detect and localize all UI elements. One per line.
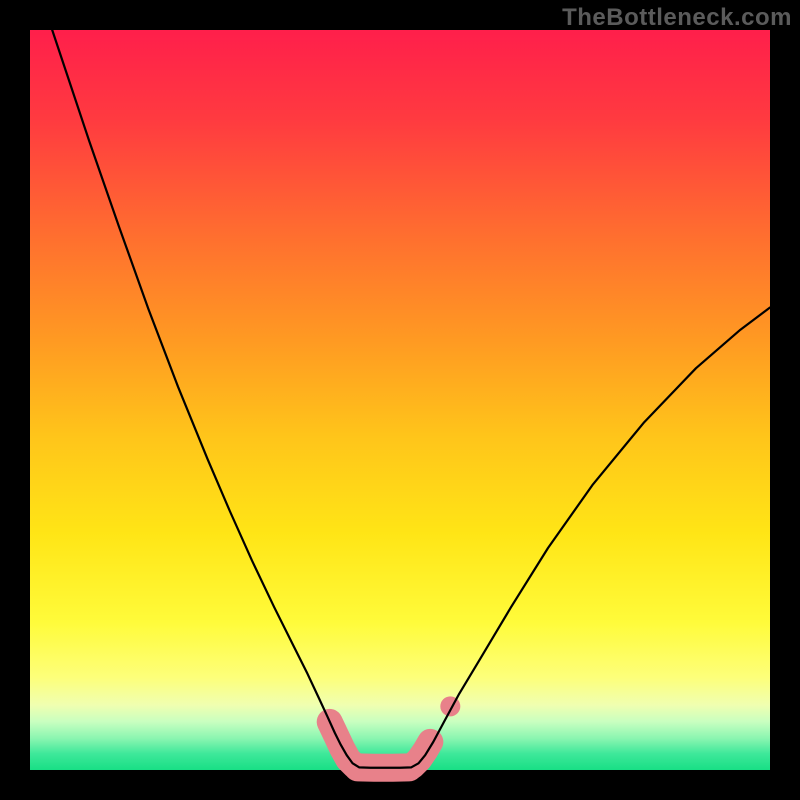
watermark-text: TheBottleneck.com xyxy=(562,4,792,32)
bottleneck-curve xyxy=(52,30,770,768)
plot-area xyxy=(30,30,770,770)
chart-svg xyxy=(30,30,770,770)
accent-pill-2 xyxy=(413,742,431,766)
stage: TheBottleneck.com xyxy=(0,0,800,800)
